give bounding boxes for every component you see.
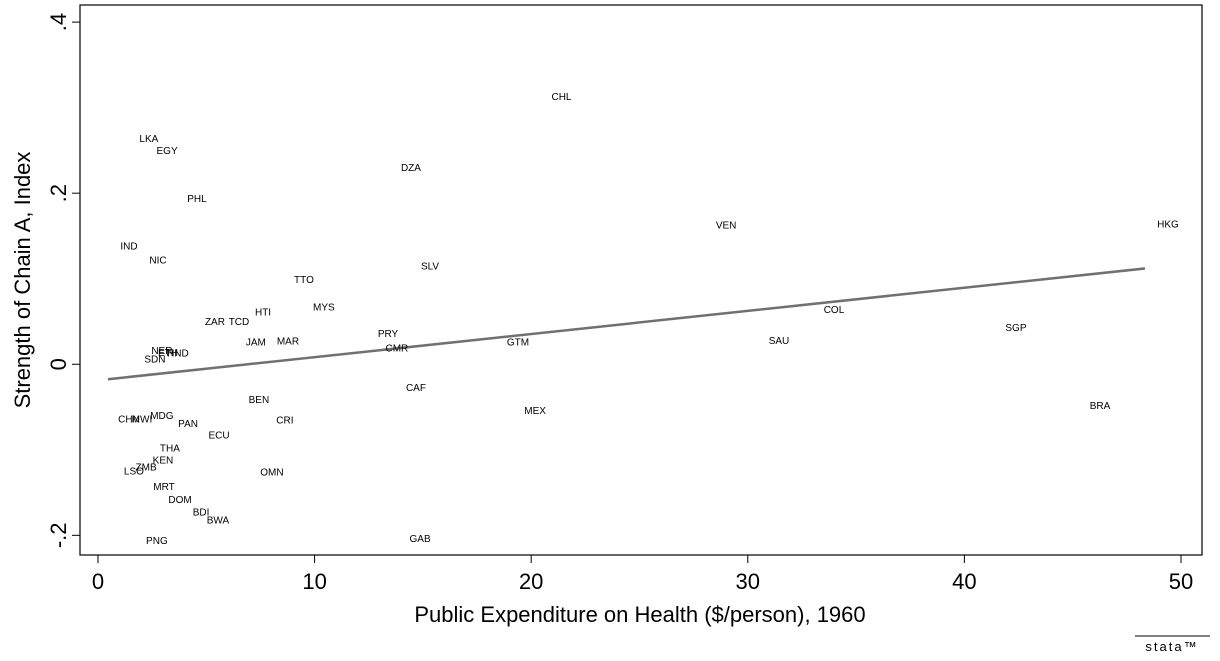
point-label: MDG (150, 411, 174, 422)
point-label: DOM (168, 495, 191, 506)
point-label: MWI (132, 414, 153, 425)
point-label: SGP (1005, 323, 1026, 334)
point-label: MEX (524, 406, 546, 417)
point-label: MYS (313, 302, 335, 313)
point-label: EGY (157, 146, 178, 157)
x-tick-label: 20 (519, 569, 543, 594)
y-tick-label: 0 (46, 358, 71, 370)
point-label: CAF (406, 383, 426, 394)
y-tick-label: .4 (46, 13, 71, 31)
point-label: MAR (277, 337, 299, 348)
point-label: CHN (118, 414, 140, 425)
x-axis-title: Public Expenditure on Health ($/person),… (414, 602, 865, 627)
point-label: JAM (246, 338, 266, 349)
point-label: LKA (139, 134, 158, 145)
point-label: LSO (124, 467, 144, 478)
point-label: SLV (421, 261, 439, 272)
point-label: GTM (507, 338, 529, 349)
point-label: ECU (208, 431, 229, 442)
x-tick-label: 10 (302, 569, 326, 594)
point-label: NIC (149, 255, 166, 266)
fit-line (107, 267, 1146, 381)
point-label: DZA (401, 163, 421, 174)
point-label: PHL (187, 194, 207, 205)
point-label: HTI (255, 308, 271, 319)
point-label: MRT (153, 482, 174, 493)
point-label: COL (824, 305, 845, 316)
point-label: SAU (769, 336, 790, 347)
point-label: KEN (153, 456, 174, 467)
point-label: NER (151, 346, 172, 357)
watermark: stata™ (1145, 639, 1198, 654)
point-label: PRY (378, 329, 399, 340)
point-label: BEN (249, 395, 270, 406)
point-label: ETH (158, 348, 178, 359)
y-axis-title: Strength of Chain A, Index (10, 152, 35, 409)
y-tick-label: .2 (46, 184, 71, 202)
point-label: VEN (716, 220, 737, 231)
point-label: BRA (1090, 401, 1111, 412)
plot-frame (79, 4, 1203, 556)
point-label: ZMB (136, 462, 157, 473)
point-label: HND (167, 349, 189, 360)
point-label: PAN (178, 419, 198, 430)
x-tick-label: 0 (92, 569, 104, 594)
point-label: CHL (551, 92, 571, 103)
x-tick-label: 40 (952, 569, 976, 594)
point-label: CRI (276, 415, 293, 426)
point-label: HKG (1157, 219, 1179, 230)
point-label: BWA (207, 515, 230, 526)
x-tick-label: 30 (736, 569, 760, 594)
point-label: BDI (193, 508, 210, 519)
point-label: OMN (260, 468, 283, 479)
point-label: ZAR (205, 317, 225, 328)
x-tick-label: 50 (1169, 569, 1193, 594)
point-label: PNG (146, 536, 168, 547)
point-label: TTO (294, 275, 314, 286)
point-label: THA (160, 444, 180, 455)
y-tick-label: -.2 (46, 522, 71, 548)
point-label: SDN (144, 355, 165, 366)
point-label: IND (120, 242, 137, 253)
point-label: CMR (385, 344, 408, 355)
point-label: TCD (229, 317, 250, 328)
point-label: GAB (410, 534, 431, 545)
